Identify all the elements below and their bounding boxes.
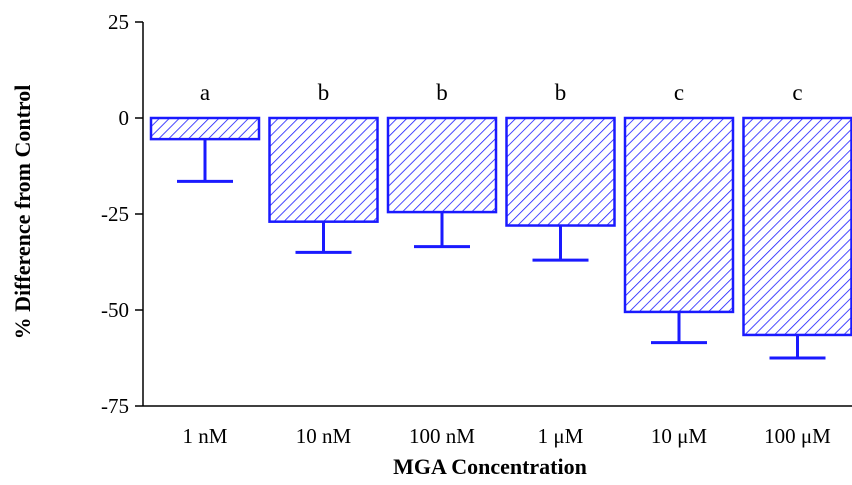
- category-label: 10 nM: [296, 424, 352, 448]
- bar: [149, 116, 261, 141]
- bar: [623, 116, 735, 314]
- bar: [268, 116, 379, 223]
- y-tick-label: 25: [108, 10, 129, 34]
- category-labels: 1 nM 10 nM 100 nM 1 μM 10 μM 100 μM: [183, 424, 832, 448]
- significance-letter: b: [318, 80, 330, 105]
- y-tick-label: -25: [101, 202, 129, 226]
- significance-letter: b: [436, 80, 448, 105]
- y-tick-label: -75: [101, 394, 129, 418]
- significance-letter: a: [200, 80, 210, 105]
- bar: [505, 116, 616, 227]
- category-label: 1 μM: [538, 424, 584, 448]
- y-axis-title: % Difference from Control: [10, 85, 35, 340]
- x-axis-title: MGA Concentration: [393, 454, 587, 479]
- bar: [386, 116, 498, 214]
- significance-letter: b: [555, 80, 567, 105]
- y-axis-ticks: 25 0 -25 -50 -75: [101, 10, 143, 418]
- bars: [149, 116, 852, 360]
- y-tick-label: 0: [119, 106, 130, 130]
- category-label: 100 μM: [764, 424, 831, 448]
- category-label: 100 nM: [409, 424, 475, 448]
- y-tick-label: -50: [101, 298, 129, 322]
- category-label: 1 nM: [183, 424, 228, 448]
- significance-letter: c: [674, 80, 684, 105]
- category-label: 10 μM: [651, 424, 708, 448]
- significance-letter: c: [792, 80, 802, 105]
- bar: [742, 116, 852, 337]
